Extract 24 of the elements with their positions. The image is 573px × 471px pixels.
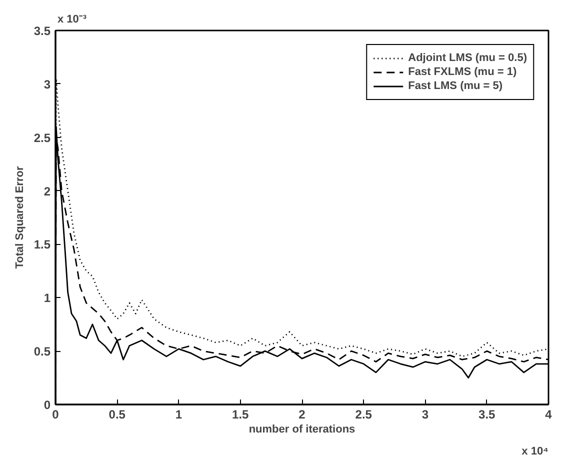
x-tick-label: 1.5	[232, 408, 250, 422]
y-tick-label: 2.5	[34, 130, 51, 145]
y-tick-label: 1.5	[34, 238, 51, 252]
y-tick-label: 1	[44, 291, 51, 306]
legend-label: Adjoint LMS (mu = 0.5)	[408, 51, 527, 65]
x-tick-label: 2.5	[355, 408, 372, 422]
x-tick-label: 2	[298, 408, 306, 422]
legend-label: Fast FXLMS (mu = 1)	[408, 65, 517, 79]
text: x 10⁻³	[58, 14, 87, 26]
text: x 10⁴	[522, 446, 549, 458]
x-tick-label: 4	[545, 408, 552, 422]
x-axis-title: number of iterations	[248, 424, 356, 436]
legend-label: Fast LMS (mu = 5)	[408, 79, 503, 93]
y-tick-label: 3	[44, 77, 51, 92]
y-tick-label: 0.5	[34, 344, 51, 359]
x-tick-label: 0.5	[108, 408, 126, 422]
y-tick-label: 0	[44, 398, 51, 412]
x-tick-label: 0	[52, 408, 60, 422]
y-axis-title: Total Squared Error	[14, 166, 26, 269]
x-tick-label: 3.5	[478, 408, 496, 422]
y-tick-label: 2	[44, 184, 51, 198]
y-tick-label: 3.5	[34, 24, 51, 38]
x-tick-label: 1	[175, 408, 182, 422]
x-tick-label: 3	[422, 408, 429, 422]
